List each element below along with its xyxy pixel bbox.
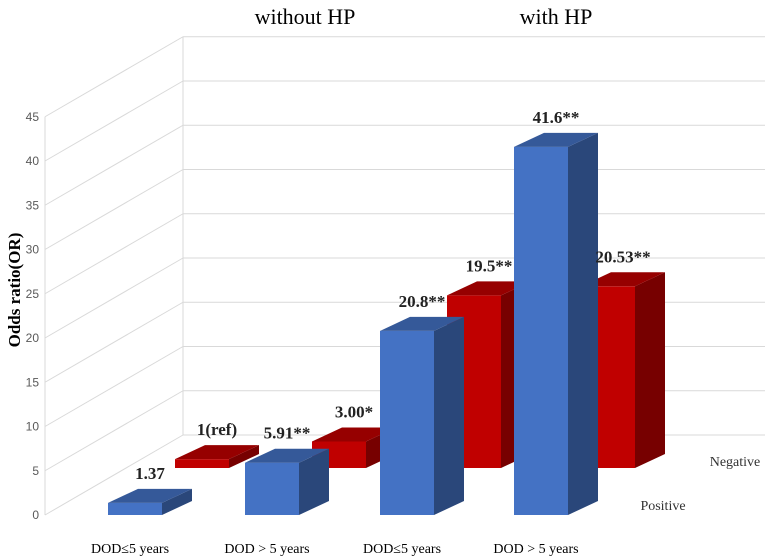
gridline-side <box>44 390 184 472</box>
data-label: 5.91** <box>264 424 311 443</box>
bar-positive <box>514 132 598 515</box>
bar-positive <box>108 488 192 515</box>
data-label: 19.5** <box>466 256 513 275</box>
group-label: with HP <box>520 4 593 29</box>
data-label: 1.37 <box>135 464 165 483</box>
series-label-positive: Positive <box>640 499 685 514</box>
data-label: 3.00* <box>335 402 373 421</box>
bar-positive <box>245 448 329 515</box>
category-label: DOD > 5 years <box>493 542 578 557</box>
y-tick-label: 45 <box>26 110 40 124</box>
gridline-side <box>44 346 184 427</box>
data-label: 1(ref) <box>197 420 237 439</box>
gridline-side <box>44 80 184 162</box>
bar-negative <box>581 272 665 468</box>
category-labels: DOD≤5 years DOD > 5 years DOD≤5 years DOD >… <box>91 542 579 557</box>
group-labels: without HP with HP <box>255 4 593 29</box>
y-axis-ticks: 0 5 10 15 20 25 30 35 40 45 <box>26 110 40 522</box>
gridline-side <box>44 257 184 339</box>
data-label: 41.6** <box>533 108 580 127</box>
y-tick-label: 40 <box>26 154 40 168</box>
gridline-side <box>44 213 184 295</box>
bar-negative <box>175 445 259 468</box>
y-tick-label: 20 <box>26 331 40 345</box>
group-label: without HP <box>255 4 356 29</box>
y-axis-label: Odds ratio(OR) <box>5 233 24 348</box>
gridline-side <box>44 36 184 118</box>
y-tick-label: 30 <box>26 243 40 257</box>
data-label: 20.8** <box>399 292 446 311</box>
y-tick-label: 25 <box>26 287 40 301</box>
y-tick-label: 35 <box>26 198 40 212</box>
series-labels: Positive Negative <box>640 455 760 514</box>
category-label: DOD≤5 years <box>91 542 169 557</box>
gridline-side <box>44 301 184 383</box>
category-label: DOD > 5 years <box>224 542 309 557</box>
bars <box>108 132 665 515</box>
y-tick-label: 10 <box>26 420 40 434</box>
y-tick-label: 0 <box>32 508 39 522</box>
gridline-side <box>44 169 184 250</box>
category-label: DOD≤5 years <box>363 542 441 557</box>
y-tick-label: 5 <box>32 464 39 478</box>
y-tick-label: 15 <box>26 375 40 389</box>
bar-positive <box>380 316 464 515</box>
data-label: 20.53** <box>595 247 650 266</box>
value-labels: 1(ref) 3.00* 19.5** 20.53** 1.37 5.91** 20.8**… <box>135 108 651 483</box>
series-label-negative: Negative <box>710 455 761 470</box>
gridline-side <box>44 434 184 516</box>
gridline-side <box>44 124 184 206</box>
